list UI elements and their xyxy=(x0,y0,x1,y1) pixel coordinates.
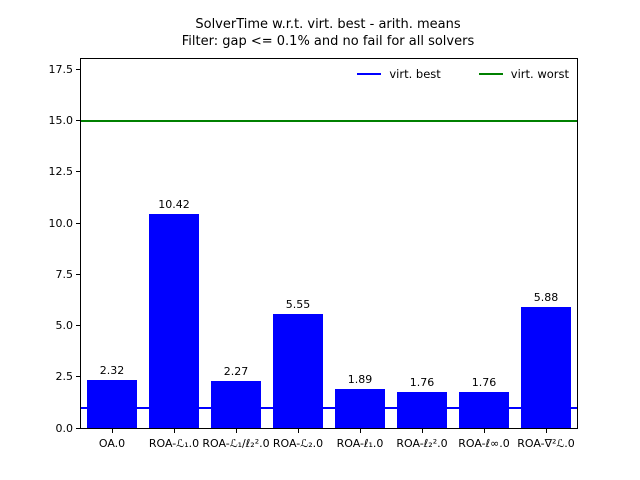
bar-value-label: 1.89 xyxy=(347,373,373,387)
x-tick-mark xyxy=(112,429,113,433)
y-tick-label: 5.0 xyxy=(55,319,74,332)
y-tick-mark xyxy=(76,376,80,378)
y-tick-mark xyxy=(76,222,80,224)
y-tick-label: 2.5 xyxy=(55,370,74,384)
chart-title-line2: Filter: gap <= 0.1% and no fail for all … xyxy=(181,34,475,49)
legend-item-virt-worst: virt. worst xyxy=(478,67,569,81)
x-tick-label: ROA-ℓ₁.0 xyxy=(336,437,384,450)
y-tick-mark xyxy=(76,171,80,173)
chart-title: SolverTime w.r.t. virt. best - arith. me… xyxy=(80,16,576,50)
x-tick-label: ROA-ℒ₂.0 xyxy=(272,437,324,450)
y-tick-label: 12.5 xyxy=(48,165,74,179)
bar xyxy=(335,389,385,428)
bar xyxy=(521,307,571,428)
x-tick-mark xyxy=(298,429,299,433)
bar xyxy=(397,391,447,428)
legend-label-virt-best: virt. best xyxy=(389,67,441,81)
x-tick-label: ROA-ℓ₂².0 xyxy=(396,437,448,450)
bar xyxy=(87,380,137,428)
bar xyxy=(273,314,323,428)
legend: virt. best virt. worst xyxy=(357,67,569,81)
x-tick-mark xyxy=(236,429,237,433)
y-tick-mark xyxy=(76,120,80,121)
legend-label-virt-worst: virt. worst xyxy=(510,67,569,81)
x-tick-label: ROA-ℓ∞.0 xyxy=(458,437,510,450)
bar-value-label: 5.55 xyxy=(285,298,311,312)
y-tick-mark xyxy=(76,68,80,70)
y-tick-label: 7.5 xyxy=(55,267,74,281)
bar-value-label: 5.88 xyxy=(533,291,559,305)
y-tick-label: 17.5 xyxy=(48,62,74,76)
legend-line-sample-blue xyxy=(357,73,382,75)
x-tick-label: OA.0 xyxy=(98,437,126,450)
plot-area: virt. best virt. worst 2.32 10.42 2.27 5.55… xyxy=(49,58,578,450)
bar-value-label: 2.27 xyxy=(223,365,249,379)
x-tick-mark xyxy=(360,429,361,433)
x-tick-mark xyxy=(546,429,547,433)
bar-value-label: 10.42 xyxy=(158,198,190,212)
bar xyxy=(459,391,509,428)
y-tick-label: 0.0 xyxy=(55,421,74,435)
x-tick-label: ROA-∇²ℒ.0 xyxy=(517,437,575,450)
virt-best-line xyxy=(81,406,577,409)
legend-item-virt-best: virt. best xyxy=(357,67,441,81)
x-tick-mark xyxy=(422,429,423,433)
y-tick-mark xyxy=(76,273,80,275)
bar xyxy=(149,214,199,428)
y-tick-mark xyxy=(76,325,80,326)
x-tick-mark xyxy=(174,429,175,433)
chart-title-line1: SolverTime w.r.t. virt. best - arith. me… xyxy=(195,17,461,32)
bar xyxy=(211,381,261,428)
x-tick-label: ROA-ℒ₁/ℓ₂².0 xyxy=(202,437,270,450)
virt-worst-line xyxy=(81,119,577,122)
bar-value-label: 1.76 xyxy=(409,375,435,389)
bar-value-label: 1.76 xyxy=(471,375,497,389)
y-tick-mark xyxy=(76,427,80,429)
bar-value-label: 2.32 xyxy=(99,364,125,378)
y-tick-label: 10.0 xyxy=(48,216,74,230)
x-tick-label: ROA-ℒ₁.0 xyxy=(148,437,200,450)
legend-line-sample-green xyxy=(478,73,503,75)
x-tick-mark xyxy=(484,429,485,433)
y-tick-label: 15.0 xyxy=(48,114,74,127)
